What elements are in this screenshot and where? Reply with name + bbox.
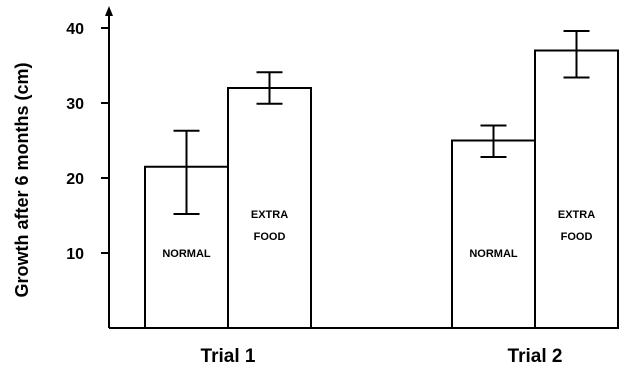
bar-label: FOOD <box>254 231 286 243</box>
bar <box>451 139 536 329</box>
y-axis-title: Growth after 6 months (cm) <box>12 62 32 297</box>
bars <box>144 49 619 329</box>
y-tick-label: 20 <box>66 171 84 188</box>
bar-labels: NORMAL NORMAL EXTRA FOOD EXTRA FOOD <box>162 209 595 260</box>
bar <box>227 87 312 329</box>
category-labels: Trial 1 Trial 2 <box>201 346 563 367</box>
y-tick-label: 10 <box>66 246 84 263</box>
bar-label: EXTRA <box>251 209 288 221</box>
error-bars <box>173 30 590 215</box>
y-tick-label: 30 <box>66 96 84 113</box>
y-tick-label: 40 <box>66 21 84 38</box>
category-label: Trial 2 <box>508 346 563 367</box>
bar-label: NORMAL <box>162 248 211 260</box>
bar <box>534 49 619 329</box>
bar-label: FOOD <box>561 231 593 243</box>
bar-label: NORMAL <box>469 248 518 260</box>
y-axis-arrowhead <box>105 6 113 16</box>
y-ticks: 10 20 30 40 <box>66 21 109 263</box>
bar-label: EXTRA <box>558 209 595 221</box>
category-label: Trial 1 <box>201 346 256 367</box>
